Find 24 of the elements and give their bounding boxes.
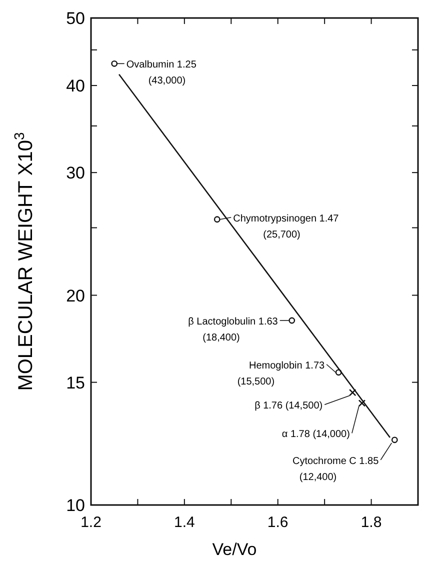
y-tick-label: 15 bbox=[66, 373, 85, 392]
x-tick-label: 1.4 bbox=[174, 514, 195, 531]
x-axis-title: Ve/Vo bbox=[212, 540, 257, 559]
annotation: Ovalbumin 1.25 (43,000) bbox=[126, 60, 197, 87]
point bbox=[214, 216, 220, 223]
annotation: Cytochrome C 1.85 (12,400) bbox=[292, 456, 380, 483]
annotation: Chymotrypsinogen 1.47 (25,700) bbox=[233, 213, 340, 240]
x-tick-label: 1.6 bbox=[267, 514, 288, 531]
y-tick-label: 10 bbox=[66, 496, 85, 515]
point bbox=[111, 60, 118, 67]
point bbox=[358, 400, 366, 407]
annotation: β 1.76 (14,500) bbox=[254, 400, 323, 412]
point bbox=[348, 388, 356, 396]
x-tick-label: 1.2 bbox=[80, 514, 102, 531]
y-tick-label: 20 bbox=[66, 286, 85, 306]
annotation: β Lactoglobulin 1.63 (18,400) bbox=[188, 316, 278, 344]
y-tick-label: 30 bbox=[66, 164, 85, 183]
point bbox=[391, 436, 398, 444]
point bbox=[288, 317, 296, 324]
y-tick-label: 50 bbox=[66, 9, 85, 28]
annotation: Hemoglobin 1.73 (15,500) bbox=[237, 360, 326, 388]
annotation: α 1.78 (14,000) bbox=[282, 429, 350, 440]
y-tick-label: 40 bbox=[66, 76, 85, 96]
x-tick-label: 1.8 bbox=[360, 514, 382, 531]
